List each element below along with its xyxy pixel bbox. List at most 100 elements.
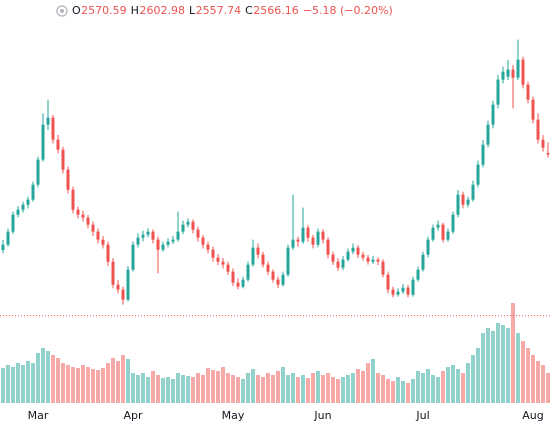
candle-body <box>411 279 415 295</box>
volume-bar <box>106 363 110 403</box>
volume-bar <box>316 371 320 403</box>
volume-bar <box>361 371 365 403</box>
volume-bar <box>176 373 180 403</box>
candle-body <box>366 257 370 262</box>
volume-bar <box>111 358 115 403</box>
ohlc-label: C <box>245 4 253 17</box>
candle-body <box>56 139 60 150</box>
candle-body <box>361 254 365 258</box>
volume-bar <box>386 379 390 403</box>
candle-body <box>351 247 355 252</box>
candle-body <box>376 259 380 262</box>
candle-body <box>71 189 75 210</box>
candle-body <box>231 271 235 283</box>
candle-body <box>336 261 340 268</box>
candle-body <box>281 274 285 285</box>
candle-body <box>41 124 45 160</box>
candle-body <box>311 237 315 245</box>
volume-bar <box>71 367 75 403</box>
volume-bar <box>16 363 20 403</box>
volume-bar <box>381 375 385 403</box>
ohlc-label: H <box>131 4 139 17</box>
volume-bar <box>171 379 175 403</box>
candle-body <box>431 227 435 240</box>
volume-bar <box>391 381 395 403</box>
volume-bar <box>371 359 375 403</box>
candle-body <box>401 287 405 292</box>
candle-body <box>206 244 210 250</box>
volume-bar <box>366 363 370 403</box>
volume-bar <box>211 370 215 403</box>
volume-bar <box>131 373 135 403</box>
candle-body <box>291 239 295 248</box>
candle-body <box>26 199 30 205</box>
volume-bar <box>276 371 280 403</box>
volume-bar <box>451 365 455 403</box>
volume-bar <box>6 365 10 403</box>
candle-body <box>121 289 125 300</box>
candle-body <box>86 217 90 225</box>
candle-body <box>516 59 520 78</box>
volume-bar <box>321 375 325 403</box>
volume-bar <box>81 365 85 403</box>
candle-body <box>66 169 70 190</box>
candle-body <box>51 117 55 140</box>
volume-bar <box>466 363 470 403</box>
candle-body <box>201 237 205 245</box>
volume-bar <box>311 373 315 403</box>
candle-body <box>46 117 50 125</box>
volume-bar <box>301 375 305 403</box>
volume-bar <box>241 379 245 403</box>
candle-body <box>136 237 140 245</box>
volume-bar <box>296 377 300 403</box>
candle-body <box>441 224 445 240</box>
volume-bar <box>166 377 170 403</box>
candle-body <box>471 184 475 200</box>
volume-bar <box>516 333 520 403</box>
volume-bar <box>486 328 490 403</box>
volume-bar <box>496 323 500 403</box>
volume-bar <box>146 377 150 403</box>
candle-body <box>251 247 255 265</box>
volume-bar <box>331 377 335 403</box>
candle-body <box>256 247 260 255</box>
volume-bar <box>201 375 205 403</box>
volume-bar <box>506 328 510 403</box>
visibility-icon[interactable] <box>56 5 68 17</box>
candle-body <box>196 229 200 238</box>
volume-bar <box>336 379 340 403</box>
volume-bar <box>526 348 530 403</box>
volume-bar <box>286 375 290 403</box>
volume-bar <box>51 355 55 403</box>
candle-body <box>191 221 195 230</box>
volume-bar <box>271 375 275 403</box>
volume-bar <box>541 365 545 403</box>
volume-bar <box>121 355 125 403</box>
volume-bar <box>76 368 80 403</box>
volume-bar <box>126 359 130 403</box>
x-tick-label: Aug <box>522 409 543 422</box>
volume-bar <box>191 377 195 403</box>
candle-body <box>36 159 40 185</box>
candle-body <box>331 254 335 262</box>
candle-body <box>451 214 455 232</box>
volume-bar <box>426 369 430 403</box>
volume-bar <box>281 367 285 403</box>
volume-bar <box>1 368 5 403</box>
candle-body <box>316 231 320 245</box>
candle-body <box>486 124 490 145</box>
volume-bar <box>326 373 330 403</box>
candle-body <box>156 239 160 250</box>
candle-body <box>526 84 530 100</box>
volume-bar <box>236 377 240 403</box>
candle-body <box>531 99 535 120</box>
volume-bar <box>246 373 250 403</box>
volume-bar <box>141 373 145 403</box>
candle-body <box>536 119 540 140</box>
candle-body <box>396 291 400 295</box>
candle-body <box>226 264 230 272</box>
candle-body <box>321 231 325 240</box>
candle-body <box>96 231 100 240</box>
